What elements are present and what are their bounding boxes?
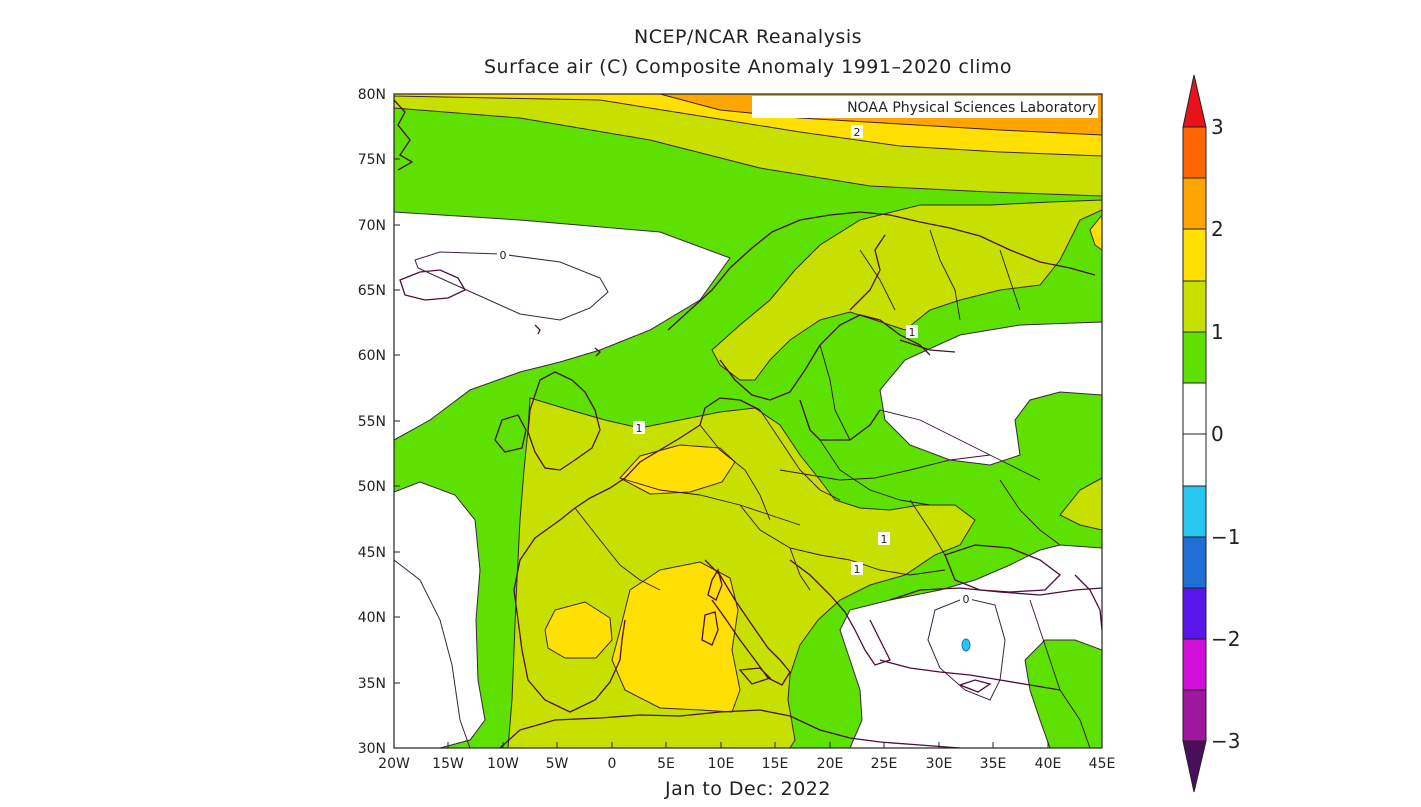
contour-line-zero-turkey bbox=[927, 597, 1006, 701]
lat-tick-label: 35N bbox=[358, 676, 386, 692]
colorbar-labels: 3 2 1 0 −1 −2 −3 bbox=[1211, 115, 1240, 753]
anomaly-fill-yellow-eastedge bbox=[1089, 214, 1102, 251]
lat-axis: 30N 35N 40N 45N 50N 55N 60N 65N 70N 75N … bbox=[358, 87, 400, 757]
anomaly-fill-lightgreen-east bbox=[1059, 477, 1102, 531]
contour-labels: 0 1 1 1 1 2 0 bbox=[497, 125, 972, 606]
lon-tick-label: 5W bbox=[546, 756, 569, 772]
lon-axis: 20W 15W 10W 5W 0 5E 10E 15E 20E 25E 30E … bbox=[378, 742, 1115, 772]
colorbar-swatch bbox=[1182, 126, 1207, 179]
colorbar-label: −3 bbox=[1211, 729, 1240, 753]
lon-tick-label: 0 bbox=[608, 756, 617, 772]
lon-tick-label: 15E bbox=[762, 756, 789, 772]
borders bbox=[574, 229, 1091, 748]
colorbar-swatch bbox=[1182, 587, 1207, 640]
colorbar-arrow-top bbox=[1182, 74, 1207, 128]
contour-label: 1 bbox=[636, 422, 643, 435]
contour-label: 0 bbox=[500, 249, 507, 262]
lon-tick-label: 35E bbox=[980, 756, 1007, 772]
lat-tick-label: 40N bbox=[358, 610, 386, 626]
anomaly-fill-white-northatlantic bbox=[394, 211, 731, 441]
lon-tick-label: 45E bbox=[1089, 756, 1116, 772]
lon-tick-label: 20W bbox=[378, 756, 410, 772]
lat-tick-label: 55N bbox=[358, 414, 386, 430]
contour-label: 1 bbox=[909, 326, 916, 339]
colorbar-label: −1 bbox=[1211, 525, 1240, 549]
lat-tick-label: 75N bbox=[358, 152, 386, 168]
anomaly-fill-lightgreen-scandinavia bbox=[711, 199, 1102, 381]
colorbar-swatch bbox=[1182, 638, 1207, 691]
lon-tick-label: 40E bbox=[1035, 756, 1062, 772]
colorbar-swatch bbox=[1182, 689, 1207, 742]
lon-tick-label: 25E bbox=[871, 756, 898, 772]
credit-box bbox=[752, 96, 1098, 118]
lon-tick-label: 20E bbox=[817, 756, 844, 772]
contour-label: 0 bbox=[963, 593, 970, 606]
lon-tick-label: 30E bbox=[926, 756, 953, 772]
colorbar-label: −2 bbox=[1211, 627, 1240, 651]
lat-tick-label: 50N bbox=[358, 479, 386, 495]
lat-tick-label: 65N bbox=[358, 283, 386, 299]
colorbar-label: 0 bbox=[1211, 422, 1224, 446]
colorbar-swatch bbox=[1182, 536, 1207, 589]
lat-tick-label: 80N bbox=[358, 87, 386, 103]
lat-tick-label: 30N bbox=[358, 741, 386, 757]
lon-tick-label: 15W bbox=[432, 756, 464, 772]
colorbar-swatch bbox=[1182, 331, 1207, 384]
colorbar-swatch bbox=[1182, 433, 1207, 487]
colorbar-arrow-bottom bbox=[1182, 740, 1207, 793]
contour-label: 1 bbox=[854, 563, 861, 576]
contour-label: 2 bbox=[854, 126, 861, 139]
lat-tick-label: 45N bbox=[358, 545, 386, 561]
lat-tick-label: 60N bbox=[358, 348, 386, 364]
lat-tick-label: 70N bbox=[358, 218, 386, 234]
credit-text: NOAA Physical Sciences Laboratory bbox=[847, 100, 1096, 116]
colorbar-swatch bbox=[1182, 485, 1207, 538]
map-subtitle: Surface air (C) Composite Anomaly 1991–2… bbox=[483, 56, 1013, 78]
anomaly-fill-yellow-med bbox=[611, 561, 741, 713]
colorbar-swatch bbox=[1182, 280, 1207, 333]
colorbar-swatch bbox=[1182, 382, 1207, 435]
contour-label: 1 bbox=[881, 533, 888, 546]
colorbar-swatch bbox=[1182, 177, 1207, 230]
coastlines bbox=[394, 99, 1102, 748]
colorbar-label: 2 bbox=[1211, 217, 1224, 241]
colorbar bbox=[1182, 74, 1207, 793]
colorbar-label: 3 bbox=[1211, 115, 1224, 139]
map-panel bbox=[394, 94, 1102, 748]
colorbar-label: 1 bbox=[1211, 320, 1224, 344]
anomaly-fill-yellow-iberia bbox=[544, 601, 613, 659]
colorbar-swatch bbox=[1182, 228, 1207, 282]
lon-tick-label: 10W bbox=[487, 756, 519, 772]
period-label: Jan to Dec: 2022 bbox=[664, 778, 831, 800]
anomaly-fill-white-atlantic bbox=[394, 481, 486, 748]
map-title: NCEP/NCAR Reanalysis bbox=[633, 26, 863, 48]
anomaly-fill-white-easternmed bbox=[839, 544, 1102, 748]
contour-line-zero-west bbox=[394, 559, 471, 748]
lon-tick-label: 10E bbox=[708, 756, 735, 772]
anomaly-fill-blue-spot bbox=[961, 638, 971, 652]
lon-tick-label: 5E bbox=[657, 756, 675, 772]
